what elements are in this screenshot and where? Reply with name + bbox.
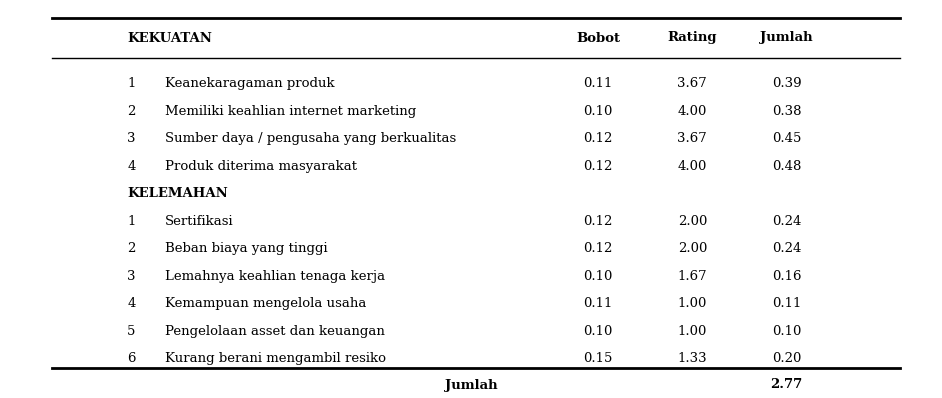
Text: 0.12: 0.12 — [583, 242, 613, 255]
Text: 4.00: 4.00 — [677, 105, 707, 118]
Text: Rating: Rating — [668, 31, 717, 45]
Text: 0.11: 0.11 — [583, 297, 613, 310]
Text: 2: 2 — [127, 242, 136, 255]
Text: 0.48: 0.48 — [771, 160, 802, 173]
Text: 2.77: 2.77 — [771, 378, 803, 392]
Text: 4: 4 — [127, 297, 136, 310]
Text: 0.16: 0.16 — [771, 270, 802, 283]
Text: 0.20: 0.20 — [771, 352, 802, 365]
Text: 1: 1 — [127, 77, 136, 90]
Text: 3.67: 3.67 — [677, 77, 707, 90]
Text: 0.45: 0.45 — [771, 132, 802, 145]
Text: Sertifikasi: Sertifikasi — [165, 215, 234, 228]
Text: 0.12: 0.12 — [583, 132, 613, 145]
Text: 1: 1 — [127, 215, 136, 228]
Text: 0.10: 0.10 — [583, 270, 613, 283]
Text: 2: 2 — [127, 105, 136, 118]
Text: 0.11: 0.11 — [771, 297, 802, 310]
Text: 1.00: 1.00 — [677, 297, 707, 310]
Text: 3: 3 — [127, 270, 136, 283]
Text: 0.10: 0.10 — [583, 325, 613, 338]
Text: Produk diterima masyarakat: Produk diterima masyarakat — [165, 160, 357, 173]
Text: Kemampuan mengelola usaha: Kemampuan mengelola usaha — [165, 297, 366, 310]
Text: Kurang berani mengambil resiko: Kurang berani mengambil resiko — [165, 352, 386, 365]
Text: 4.00: 4.00 — [677, 160, 707, 173]
Text: 0.24: 0.24 — [771, 242, 802, 255]
Text: KEKUATAN: KEKUATAN — [127, 31, 212, 45]
Text: 0.38: 0.38 — [771, 105, 802, 118]
Text: Beban biaya yang tinggi: Beban biaya yang tinggi — [165, 242, 328, 255]
Text: 2.00: 2.00 — [677, 242, 707, 255]
Text: Keanekaragaman produk: Keanekaragaman produk — [165, 77, 334, 90]
Text: Jumlah: Jumlah — [760, 31, 813, 45]
Text: Pengelolaan asset dan keuangan: Pengelolaan asset dan keuangan — [165, 325, 384, 338]
Text: Bobot: Bobot — [577, 31, 620, 45]
Text: 1.00: 1.00 — [677, 325, 707, 338]
Text: 0.11: 0.11 — [583, 77, 613, 90]
Text: 3: 3 — [127, 132, 136, 145]
Text: Sumber daya / pengusaha yang berkualitas: Sumber daya / pengusaha yang berkualitas — [165, 132, 456, 145]
Text: Memiliki keahlian internet marketing: Memiliki keahlian internet marketing — [165, 105, 416, 118]
Text: Jumlah: Jumlah — [445, 378, 497, 392]
Text: 0.10: 0.10 — [771, 325, 802, 338]
Text: KELEMAHAN: KELEMAHAN — [127, 187, 228, 200]
Text: 2.00: 2.00 — [677, 215, 707, 228]
Text: Lemahnya keahlian tenaga kerja: Lemahnya keahlian tenaga kerja — [165, 270, 385, 283]
Text: 0.39: 0.39 — [771, 77, 802, 90]
Text: 1.67: 1.67 — [677, 270, 707, 283]
Text: 4: 4 — [127, 160, 136, 173]
Text: 0.12: 0.12 — [583, 160, 613, 173]
Text: 0.15: 0.15 — [583, 352, 613, 365]
Text: 0.24: 0.24 — [771, 215, 802, 228]
Text: 1.33: 1.33 — [677, 352, 707, 365]
Text: 6: 6 — [127, 352, 136, 365]
Text: 0.10: 0.10 — [583, 105, 613, 118]
Text: 3.67: 3.67 — [677, 132, 707, 145]
Text: 5: 5 — [127, 325, 136, 338]
Text: 0.12: 0.12 — [583, 215, 613, 228]
